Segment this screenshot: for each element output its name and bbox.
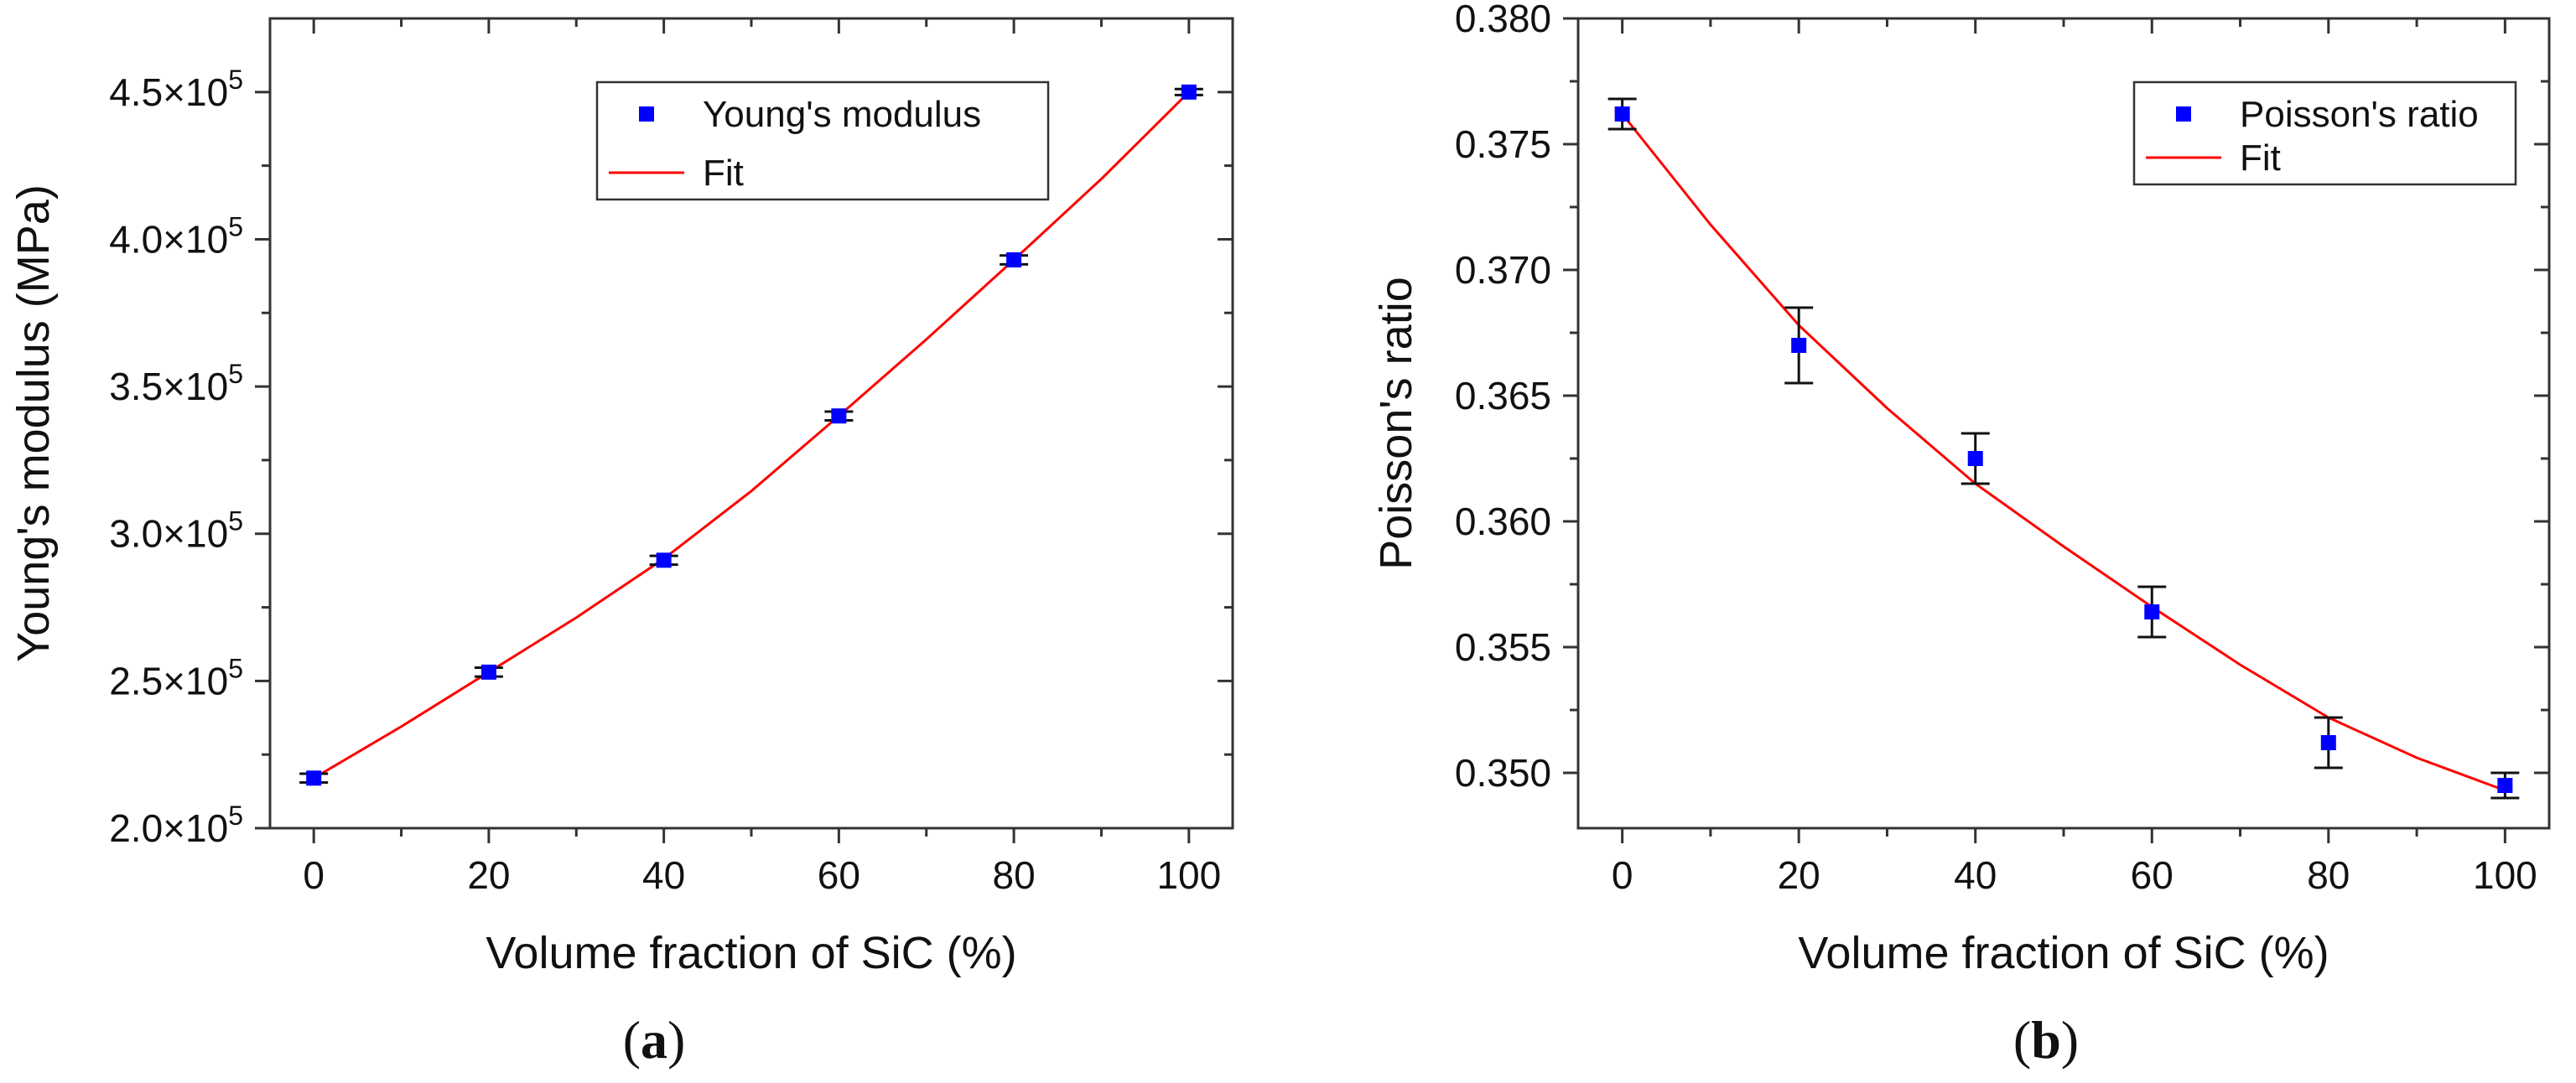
legend-label: Fit [703, 153, 744, 194]
data-point [2144, 604, 2160, 619]
y-tick-label: 2.5×105 [109, 653, 243, 702]
y-axis-title: Poisson's ratio [1371, 277, 1421, 569]
data-point [2320, 735, 2336, 750]
x-axis-title: Volume fraction of SiC (%) [486, 928, 1016, 978]
y-tick-label: 0.355 [1455, 625, 1551, 669]
data-point [2497, 778, 2513, 793]
y-tick-label: 0.360 [1455, 500, 1551, 543]
y-tick-label: 2.0×105 [109, 801, 243, 850]
x-tick-label: 60 [818, 853, 860, 897]
legend-box [2132, 80, 2517, 186]
legend-label: Poisson's ratio [2240, 94, 2479, 135]
x-tick-label: 20 [467, 853, 510, 897]
y-tick-label: 3.0×105 [109, 506, 243, 556]
y-tick-label: 0.375 [1455, 122, 1551, 166]
y-tick-label: 4.0×105 [109, 211, 243, 261]
data-point [656, 552, 672, 568]
x-tick-label: 40 [1954, 853, 1997, 897]
y-tick-label: 0.380 [1455, 0, 1551, 40]
legend-label: Young's modulus [703, 94, 981, 135]
data-point [480, 664, 496, 680]
data-point [1181, 84, 1197, 100]
legend-marker [2176, 106, 2191, 122]
data-point [1614, 106, 1630, 122]
data-point [306, 770, 322, 786]
fit-line [1621, 113, 2506, 792]
fit-line [313, 91, 1190, 780]
legend-marker [639, 106, 654, 122]
x-tick-label: 80 [2307, 853, 2350, 897]
panel-b-poissons-ratio-chart: 0 20 40 60 80 100 0.350 0.355 0.360 0.365 0.370 0.3… [1371, 0, 2551, 1070]
data-point [831, 408, 847, 424]
legend-label: Fit [2240, 137, 2281, 179]
panel-label: (b) [2013, 1010, 2079, 1070]
x-tick-label: 20 [1778, 853, 1820, 897]
y-tick-label: 0.370 [1455, 248, 1551, 292]
y-tick-label: 3.5×105 [109, 359, 243, 408]
panel-a-youngs-modulus-chart: 0 20 40 60 80 100 2.0×105 2.5×105 3.0×105 3.5×105… [8, 17, 1234, 1070]
x-tick-label: 0 [303, 853, 325, 897]
x-tick-label: 80 [993, 853, 1036, 897]
data-point [1967, 451, 1983, 466]
data-point [1791, 338, 1807, 353]
legend-box [595, 80, 1050, 201]
x-tick-label: 40 [642, 853, 685, 897]
x-tick-label: 60 [2131, 853, 2174, 897]
x-tick-label: 100 [1156, 853, 1221, 897]
x-tick-label: 100 [2473, 853, 2537, 897]
x-tick-label: 0 [1612, 853, 1633, 897]
y-axis-title: Young's modulus (MPa) [8, 184, 59, 662]
data-point [1006, 252, 1022, 268]
panel-label: (a) [623, 1010, 686, 1070]
y-tick-label: 0.365 [1455, 374, 1551, 417]
x-axis-title: Volume fraction of SiC (%) [1798, 928, 2329, 978]
y-tick-label: 0.350 [1455, 751, 1551, 795]
y-tick-label: 4.5×105 [109, 65, 243, 114]
